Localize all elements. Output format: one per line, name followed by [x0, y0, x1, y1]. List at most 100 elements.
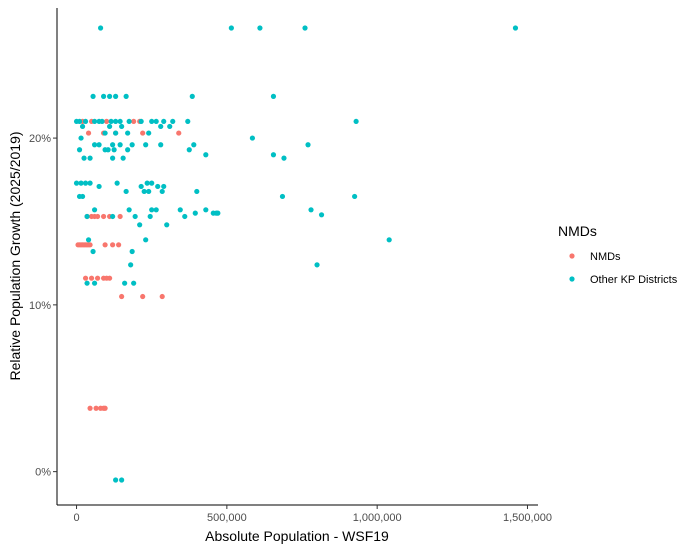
point-other-kp-districts: [270, 93, 277, 99]
point-other-kp-districts: [143, 142, 149, 148]
data-points: [73, 25, 519, 483]
point-other-kp-districts: [105, 147, 111, 153]
point-other-kp-districts: [318, 212, 325, 218]
point-other-kp-districts: [113, 118, 119, 125]
point-other-kp-districts: [353, 118, 359, 125]
point-other-kp-districts: [228, 25, 234, 31]
x-axis-title: Absolute Population - WSF19: [205, 528, 389, 544]
point-other-kp-districts: [305, 142, 311, 148]
point-other-kp-districts: [314, 262, 320, 268]
y-tick-label: 10%: [29, 300, 51, 312]
point-other-kp-districts: [81, 155, 87, 161]
point-other-kp-districts: [126, 118, 132, 125]
point-nmds: [119, 293, 125, 300]
point-other-kp-districts: [91, 207, 98, 213]
point-nmds: [140, 130, 146, 136]
legend-entries: NMDs Other KP Districts: [569, 251, 678, 286]
y-axis-ticks: 0% 10% 20%: [29, 133, 57, 479]
point-other-kp-districts: [177, 207, 183, 213]
point-other-kp-districts: [147, 213, 153, 220]
point-nmds: [94, 275, 101, 281]
point-other-kp-districts: [279, 193, 286, 200]
point-other-kp-districts: [91, 280, 98, 286]
legend-label-nmds: NMDs: [590, 251, 621, 263]
point-other-kp-districts: [149, 180, 155, 186]
point-other-kp-districts: [138, 118, 144, 125]
point-other-kp-districts: [192, 210, 198, 216]
point-other-kp-districts: [132, 213, 138, 220]
point-other-kp-districts: [512, 25, 519, 31]
point-other-kp-districts: [96, 142, 102, 148]
point-other-kp-districts: [153, 118, 159, 125]
point-nmds: [159, 293, 165, 300]
x-axis-ticks: 0 500,000 1,000,000 1,500,000: [73, 505, 552, 524]
point-nmds: [93, 405, 99, 411]
point-other-kp-districts: [107, 93, 113, 99]
legend-label-other-kp-districts: Other KP Districts: [590, 274, 678, 286]
point-other-kp-districts: [113, 477, 119, 483]
point-other-kp-districts: [161, 118, 167, 125]
point-other-kp-districts: [161, 183, 167, 190]
point-other-kp-districts: [270, 152, 277, 158]
point-other-kp-districts: [87, 180, 93, 186]
point-nmds: [131, 118, 137, 125]
point-other-kp-districts: [186, 147, 192, 153]
point-other-kp-districts: [158, 142, 164, 148]
legend-title: NMDs: [558, 223, 597, 239]
point-other-kp-districts: [149, 118, 155, 125]
point-other-kp-districts: [79, 193, 86, 200]
point-other-kp-districts: [97, 25, 104, 31]
point-other-kp-districts: [189, 93, 195, 99]
y-tick-label: 20%: [29, 133, 51, 145]
point-other-kp-districts: [194, 188, 200, 195]
point-other-kp-districts: [158, 123, 164, 130]
point-other-kp-districts: [257, 25, 263, 31]
point-other-kp-districts: [249, 135, 256, 141]
point-other-kp-districts: [141, 188, 147, 195]
point-other-kp-districts: [159, 188, 165, 195]
point-other-kp-districts: [87, 155, 93, 161]
point-other-kp-districts: [153, 207, 159, 213]
point-other-kp-districts: [76, 147, 83, 153]
point-nmds: [85, 130, 92, 136]
point-other-kp-districts: [102, 130, 108, 136]
point-other-kp-districts: [78, 135, 84, 141]
y-tick-label: 0%: [35, 467, 51, 479]
point-other-kp-districts: [123, 188, 129, 195]
legend-key-other-kp-districts: [569, 276, 575, 282]
point-other-kp-districts: [110, 155, 116, 161]
x-tick-label: 1,500,000: [503, 512, 552, 524]
point-nmds: [116, 242, 122, 248]
point-other-kp-districts: [96, 183, 102, 190]
point-nmds: [87, 242, 93, 248]
point-other-kp-districts: [128, 262, 134, 268]
point-other-kp-districts: [117, 118, 123, 125]
point-other-kp-districts: [108, 118, 114, 125]
point-nmds: [100, 213, 107, 220]
point-other-kp-districts: [100, 93, 107, 99]
point-other-kp-districts: [210, 210, 216, 216]
point-nmds: [94, 213, 101, 220]
point-other-kp-districts: [90, 93, 96, 99]
x-tick-label: 500,000: [207, 512, 247, 524]
point-other-kp-districts: [119, 477, 125, 483]
point-other-kp-districts: [113, 93, 119, 99]
point-other-kp-districts: [170, 118, 176, 125]
point-other-kp-districts: [125, 147, 131, 153]
point-other-kp-districts: [76, 118, 83, 125]
point-nmds: [88, 275, 95, 281]
point-other-kp-districts: [203, 207, 209, 213]
point-nmds: [82, 275, 89, 281]
point-other-kp-districts: [146, 188, 152, 195]
point-other-kp-districts: [91, 142, 98, 148]
point-other-kp-districts: [110, 213, 116, 220]
point-other-kp-districts: [131, 280, 137, 286]
point-nmds: [107, 275, 113, 281]
point-other-kp-districts: [149, 207, 155, 213]
point-other-kp-districts: [352, 193, 358, 200]
point-other-kp-districts: [111, 147, 117, 153]
point-other-kp-districts: [138, 183, 144, 190]
point-other-kp-districts: [110, 142, 116, 148]
point-nmds: [176, 130, 182, 136]
point-other-kp-districts: [90, 248, 96, 255]
